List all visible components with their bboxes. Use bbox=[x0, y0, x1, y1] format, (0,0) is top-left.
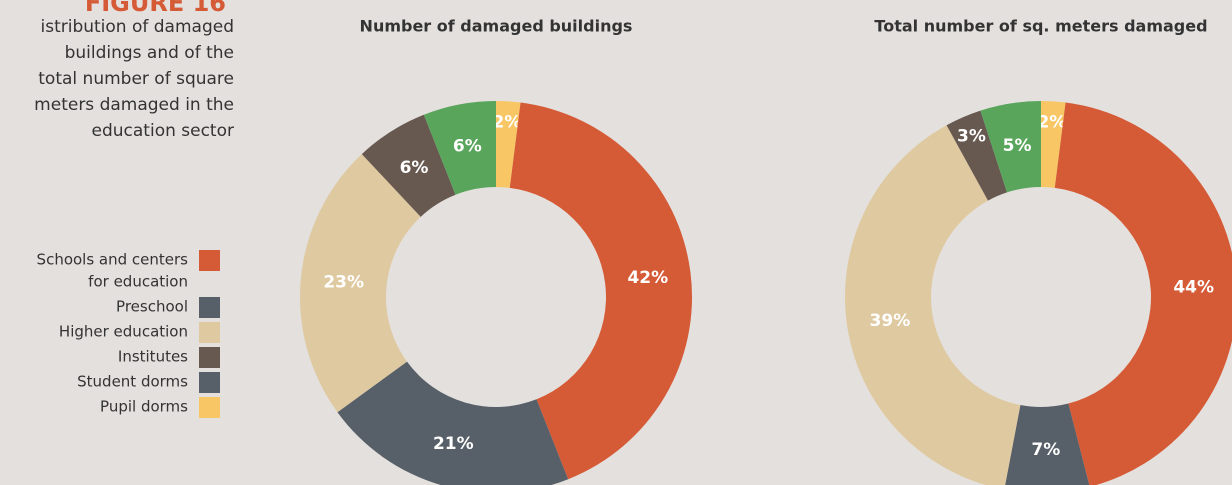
donut-slice bbox=[423, 101, 496, 195]
donut-slice bbox=[946, 110, 1008, 201]
legend-label: Schools and centers bbox=[37, 251, 189, 269]
slice-label: 21% bbox=[433, 434, 474, 454]
figure-label: FIGURE 16 bbox=[85, 0, 226, 17]
donut-slice bbox=[337, 361, 569, 485]
chart-title: Total number of sq. meters damaged bbox=[874, 17, 1207, 36]
legend-swatch bbox=[199, 250, 220, 271]
slice-label: 2% bbox=[1038, 112, 1067, 132]
description-line: education sector bbox=[92, 121, 234, 141]
slice-label: 42% bbox=[627, 268, 668, 288]
description-line: total number of square bbox=[38, 69, 234, 89]
legend-swatch bbox=[199, 297, 220, 318]
slice-label: 5% bbox=[1003, 136, 1032, 156]
slice-label: 3% bbox=[957, 126, 986, 146]
donut-slice bbox=[845, 125, 1021, 485]
legend-label: for education bbox=[88, 273, 188, 291]
chart-title: Number of damaged buildings bbox=[360, 17, 633, 36]
legend-label: Preschool bbox=[116, 298, 188, 316]
slice-label: 2% bbox=[493, 112, 522, 132]
slice-label: 44% bbox=[1173, 277, 1214, 297]
donut-slice bbox=[496, 101, 521, 188]
slice-label: 6% bbox=[400, 158, 429, 178]
donut-slice bbox=[300, 154, 421, 413]
donut-slice bbox=[361, 114, 456, 217]
legend-swatch bbox=[199, 322, 220, 343]
legend-swatch bbox=[199, 372, 220, 393]
donut-slice bbox=[980, 101, 1041, 193]
slice-label: 39% bbox=[870, 311, 911, 331]
description-line: istribution of damaged bbox=[40, 17, 234, 37]
legend-swatch bbox=[199, 347, 220, 368]
slice-label: 7% bbox=[1031, 440, 1060, 460]
legend-label: Institutes bbox=[118, 348, 188, 366]
donut-slice bbox=[1005, 403, 1090, 485]
donut-slice bbox=[1041, 101, 1066, 188]
slice-label: 6% bbox=[453, 137, 482, 157]
description-line: meters damaged in the bbox=[34, 95, 234, 115]
legend-label: Higher education bbox=[59, 323, 188, 341]
legend-swatch bbox=[199, 397, 220, 418]
description-line: buildings and of the bbox=[65, 43, 234, 63]
legend-label: Pupil dorms bbox=[100, 398, 188, 416]
donut-slice bbox=[1054, 102, 1232, 485]
slice-label: 23% bbox=[323, 273, 364, 293]
legend-label: Student dorms bbox=[77, 373, 188, 391]
donut-slice bbox=[509, 102, 692, 480]
